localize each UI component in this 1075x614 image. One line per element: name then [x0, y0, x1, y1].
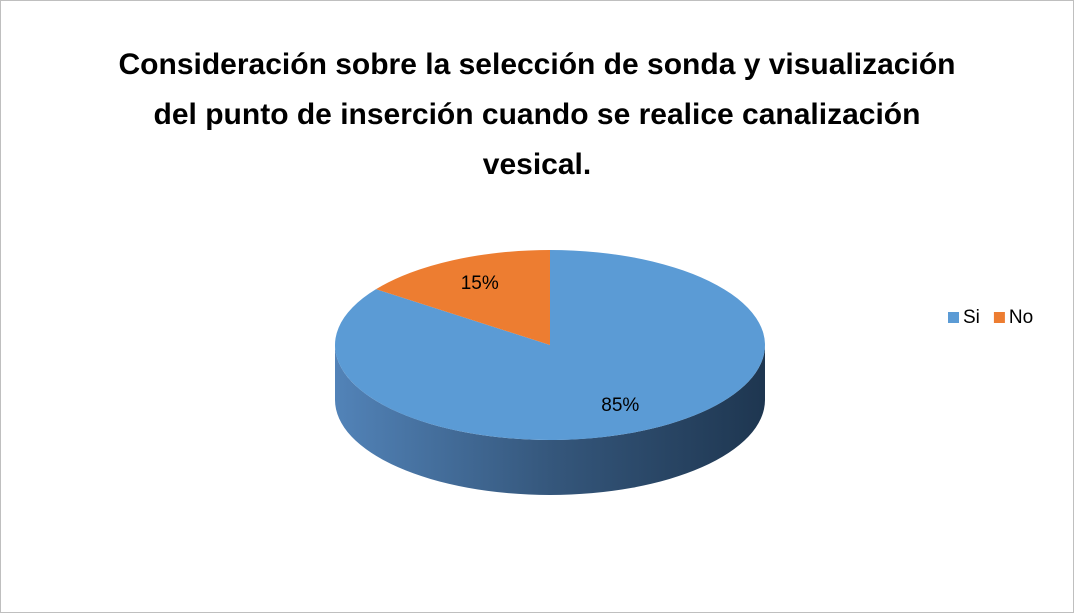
chart-title: Consideración sobre la selección de sond… [118, 48, 956, 181]
legend-swatch [948, 312, 959, 323]
legend-label: No [1009, 307, 1033, 328]
legend-label: Si [963, 307, 980, 328]
legend-swatch [993, 312, 1005, 323]
data-label: 15% [461, 273, 499, 294]
pie-slice [376, 250, 550, 345]
data-label: 85% [601, 395, 639, 416]
pie-slice-side [335, 345, 765, 495]
pie-slice-top [376, 250, 550, 345]
